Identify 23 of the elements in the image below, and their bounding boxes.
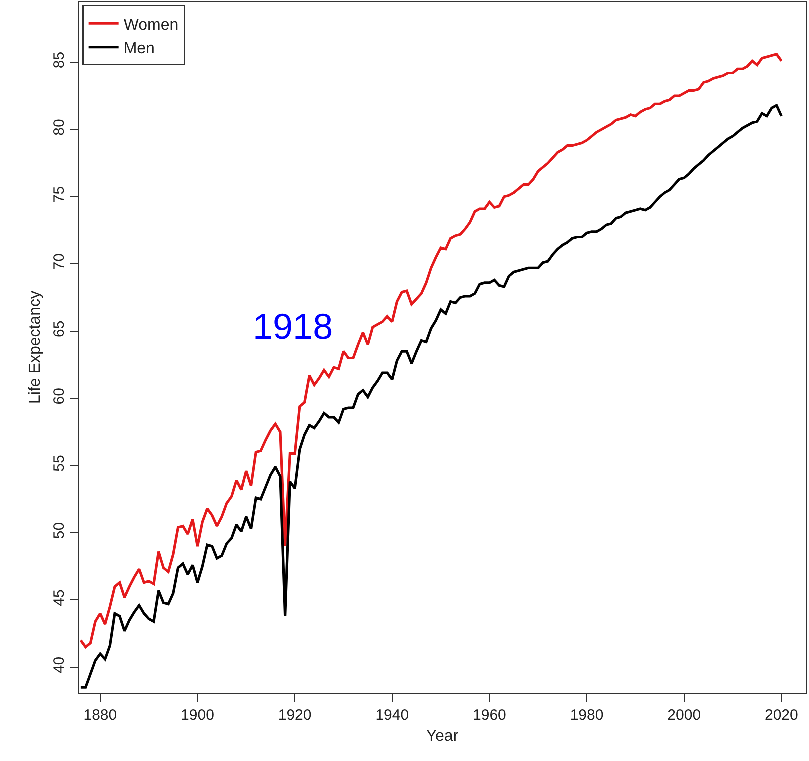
legend-label: Men: [124, 40, 155, 58]
x-tick-label: 1980: [570, 707, 604, 724]
y-tick-label: 55: [50, 455, 68, 472]
y-tick-label: 50: [50, 522, 68, 540]
x-tick-label: 2000: [668, 707, 702, 724]
y-tick-label: 75: [50, 186, 68, 204]
y-axis-title: Life Expectancy: [26, 291, 44, 404]
x-tick-label: 1960: [473, 707, 506, 724]
y-tick-label: 70: [50, 254, 68, 270]
y-tick-label: 40: [50, 656, 68, 674]
annotation: 1918: [253, 306, 334, 347]
x-tick-label: 2020: [764, 707, 798, 724]
y-tick-label: 85: [50, 52, 68, 69]
x-axis-title: Year: [426, 728, 460, 745]
y-tick-label: 45: [50, 590, 68, 606]
x-tick-label: 1880: [84, 707, 118, 724]
legend-label: Women: [124, 16, 179, 34]
y-tick-label: 60: [50, 388, 68, 405]
y-tick-label: 65: [50, 320, 68, 338]
y-tick-label: 80: [50, 119, 68, 136]
x-tick-label: 1900: [181, 707, 214, 724]
x-tick-label: 1940: [376, 707, 410, 724]
x-tick-label: 1920: [278, 707, 312, 724]
